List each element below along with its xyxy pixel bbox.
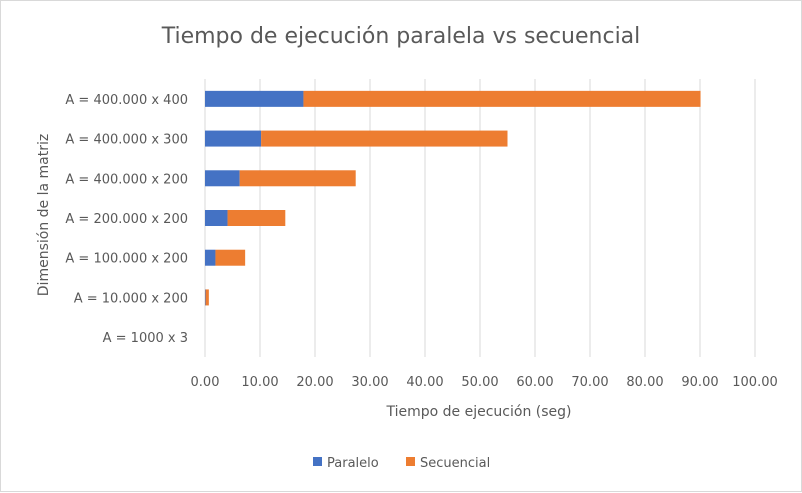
y-tick-labels: A = 400.000 x 400 A = 400.000 x 300 A = 40… bbox=[65, 93, 188, 346]
x-tick-label: 30.00 bbox=[351, 375, 388, 390]
chart-title: Tiempo de ejecución paralela vs secuenci… bbox=[161, 24, 641, 49]
bar-paralelo bbox=[205, 249, 216, 266]
x-tick-label: 70.00 bbox=[571, 375, 608, 390]
y-tick-label: A = 400.000 x 200 bbox=[65, 172, 188, 187]
x-tick-label: 10.00 bbox=[241, 375, 278, 390]
y-tick-label: A = 1000 x 3 bbox=[103, 331, 188, 346]
legend-swatch bbox=[313, 457, 322, 466]
y-tick-label: A = 400.000 x 400 bbox=[65, 93, 188, 108]
x-tick-label: 0.00 bbox=[191, 375, 220, 390]
bar-paralelo bbox=[205, 130, 262, 147]
x-tick-label: 90.00 bbox=[681, 375, 718, 390]
legend: Paralelo Secuencial bbox=[313, 456, 490, 471]
legend-label: Secuencial bbox=[420, 456, 490, 471]
x-tick-label: 40.00 bbox=[406, 375, 443, 390]
bar-paralelo bbox=[205, 170, 240, 187]
gridlines bbox=[204, 79, 756, 357]
x-tick-label: 100.00 bbox=[732, 375, 778, 390]
bars bbox=[205, 90, 701, 306]
y-tick-label: A = 400.000 x 300 bbox=[65, 133, 188, 148]
x-axis-label: Tiempo de ejecución (seg) bbox=[386, 404, 572, 420]
x-tick-label: 60.00 bbox=[516, 375, 553, 390]
y-tick-label: A = 200.000 x 200 bbox=[65, 212, 188, 227]
x-tick-label: 50.00 bbox=[461, 375, 498, 390]
bar-secuencial bbox=[205, 289, 209, 306]
y-tick-label: A = 100.000 x 200 bbox=[65, 252, 188, 267]
bar-secuencial bbox=[239, 170, 356, 187]
x-tick-label: 80.00 bbox=[626, 375, 663, 390]
bar-secuencial bbox=[215, 249, 246, 266]
y-axis-label: Dimensión de la matriz bbox=[36, 134, 52, 296]
bar-paralelo bbox=[205, 90, 304, 107]
bar-secuencial bbox=[303, 90, 701, 107]
x-tick-label: 20.00 bbox=[296, 375, 333, 390]
x-tick-labels: 0.00 10.00 20.00 30.00 40.00 50.00 60.00 70.00 8… bbox=[191, 375, 778, 390]
bar-paralelo bbox=[205, 289, 206, 306]
bar-paralelo bbox=[205, 210, 228, 226]
legend-label: Paralelo bbox=[327, 456, 379, 471]
y-tick-label: A = 10.000 x 200 bbox=[74, 291, 188, 306]
legend-swatch bbox=[406, 457, 415, 466]
bar-secuencial bbox=[227, 210, 286, 226]
bar-secuencial bbox=[261, 130, 508, 147]
